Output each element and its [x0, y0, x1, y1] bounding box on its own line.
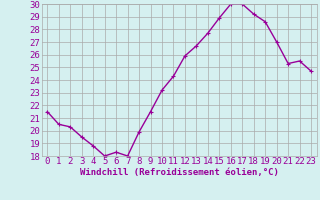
- X-axis label: Windchill (Refroidissement éolien,°C): Windchill (Refroidissement éolien,°C): [80, 168, 279, 177]
